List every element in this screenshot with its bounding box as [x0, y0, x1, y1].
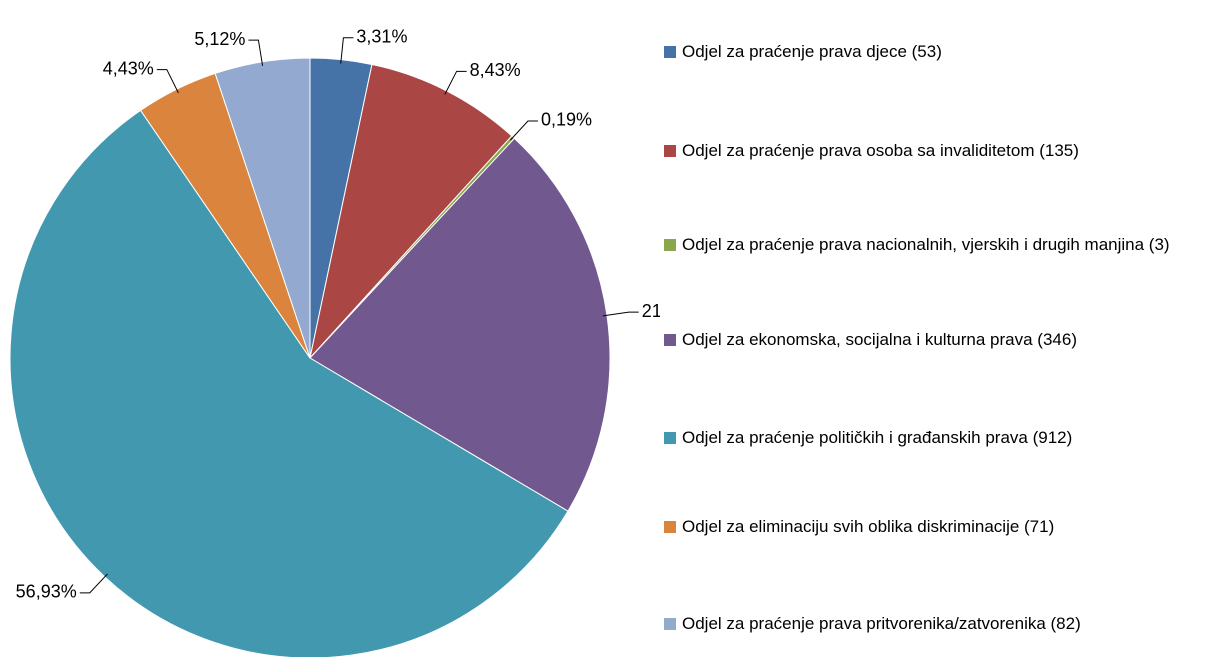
legend-label: Odjel za eliminaciju svih oblika diskrim…: [682, 517, 1055, 536]
legend-label: Odjel za praćenje prava osoba sa invalid…: [682, 141, 1079, 160]
legend-swatch: [664, 618, 676, 630]
legend-item: Odjel za praćenje političkih i građanski…: [664, 423, 1194, 453]
data-label: 56,93%: [16, 582, 77, 602]
leader-line: [340, 37, 354, 64]
data-label: 21,60%: [642, 301, 660, 321]
data-label: 4,43%: [103, 58, 154, 78]
legend-item: Odjel za praćenje prava nacionalnih, vje…: [664, 230, 1194, 260]
legend-label: Odjel za praćenje prava pritvorenika/zat…: [682, 614, 1081, 633]
legend-item: Odjel za ekonomska, socijalna i kulturna…: [664, 325, 1194, 355]
legend-item: Odjel za praćenje prava osoba sa invalid…: [664, 136, 1194, 166]
legend-item: Odjel za praćenje prava djece (53): [664, 37, 1194, 67]
data-label: 5,12%: [194, 29, 245, 49]
leader-line: [509, 120, 538, 141]
legend-swatch: [664, 46, 676, 58]
legend-label: Odjel za ekonomska, socijalna i kulturna…: [682, 330, 1077, 349]
legend-swatch: [664, 239, 676, 251]
leader-line: [444, 70, 467, 95]
leader-line: [79, 573, 108, 594]
data-label: 0,19%: [541, 110, 592, 130]
legend-label: Odjel za praćenje prava nacionalnih, vje…: [682, 235, 1170, 254]
data-label: 3,31%: [356, 26, 407, 46]
chart: 3,31% 8,43% 0,19% 21,60% 56,93% 4,43% 5,12%: [9, 26, 660, 657]
legend-swatch: [664, 521, 676, 533]
leader-line: [156, 69, 179, 94]
leader-line: [248, 39, 264, 66]
leader-line: [602, 311, 639, 317]
legend-swatch: [664, 145, 676, 157]
legend-label: Odjel za praćenje prava djece (53): [682, 42, 942, 61]
legend-label: Odjel za praćenje političkih i građanski…: [682, 428, 1073, 447]
legend-swatch: [664, 432, 676, 444]
legend-item: Odjel za praćenje prava pritvorenika/zat…: [664, 609, 1194, 639]
data-label: 8,43%: [470, 60, 521, 80]
legend-swatch: [664, 334, 676, 346]
legend-item: Odjel za eliminaciju svih oblika diskrim…: [664, 512, 1194, 542]
